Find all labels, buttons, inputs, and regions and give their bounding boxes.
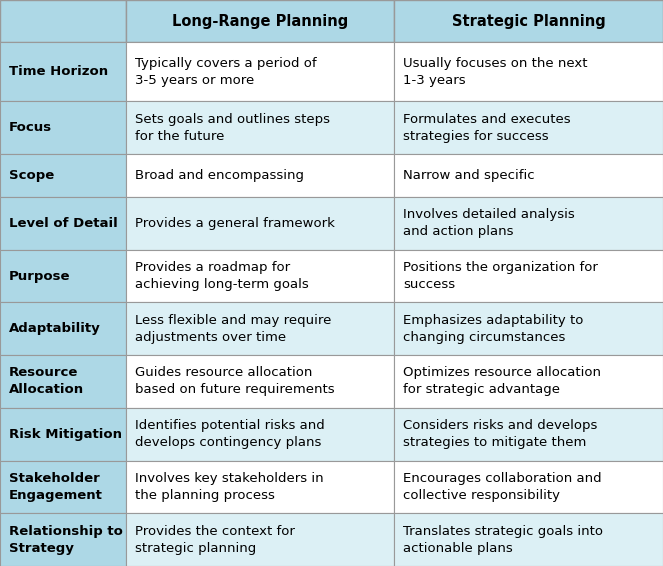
Bar: [0, 0, 126, 42]
Text: Resource
Allocation: Resource Allocation: [9, 367, 84, 397]
Text: Time Horizon: Time Horizon: [9, 65, 108, 78]
Text: Encourages collaboration and
collective responsibility: Encourages collaboration and collective …: [403, 472, 602, 502]
Text: Emphasizes adaptability to
changing circumstances: Emphasizes adaptability to changing circ…: [403, 314, 583, 344]
Text: Guides resource allocation
based on future requirements: Guides resource allocation based on futu…: [135, 367, 334, 397]
Text: Narrow and specific: Narrow and specific: [403, 169, 535, 182]
Text: Stakeholder
Engagement: Stakeholder Engagement: [9, 472, 103, 502]
Bar: [394, 302, 663, 355]
Bar: [126, 355, 394, 408]
Text: Adaptability: Adaptability: [9, 322, 100, 335]
Text: Long-Range Planning: Long-Range Planning: [172, 14, 348, 29]
Text: Typically covers a period of
3-5 years or more: Typically covers a period of 3-5 years o…: [135, 57, 316, 87]
Bar: [126, 154, 394, 197]
Bar: [0, 42, 126, 101]
Text: Identifies potential risks and
develops contingency plans: Identifies potential risks and develops …: [135, 419, 324, 449]
Text: Sets goals and outlines steps
for the future: Sets goals and outlines steps for the fu…: [135, 113, 330, 143]
Bar: [126, 42, 394, 101]
Bar: [394, 154, 663, 197]
Bar: [0, 197, 126, 250]
Bar: [126, 513, 394, 566]
Bar: [0, 250, 126, 302]
Text: Relationship to
Strategy: Relationship to Strategy: [9, 525, 123, 555]
Bar: [0, 461, 126, 513]
Text: Considers risks and develops
strategies to mitigate them: Considers risks and develops strategies …: [403, 419, 597, 449]
Text: Optimizes resource allocation
for strategic advantage: Optimizes resource allocation for strate…: [403, 367, 601, 397]
Bar: [394, 513, 663, 566]
Bar: [0, 302, 126, 355]
Text: Focus: Focus: [9, 121, 52, 134]
Bar: [0, 513, 126, 566]
Bar: [0, 408, 126, 461]
Bar: [394, 197, 663, 250]
Text: Involves key stakeholders in
the planning process: Involves key stakeholders in the plannin…: [135, 472, 324, 502]
Bar: [0, 355, 126, 408]
Bar: [126, 101, 394, 154]
Bar: [126, 302, 394, 355]
Text: Risk Mitigation: Risk Mitigation: [9, 428, 121, 441]
Text: Provides a general framework: Provides a general framework: [135, 217, 334, 230]
Text: Positions the organization for
success: Positions the organization for success: [403, 261, 598, 291]
Bar: [126, 0, 394, 42]
Bar: [126, 461, 394, 513]
Bar: [126, 197, 394, 250]
Bar: [394, 42, 663, 101]
Bar: [394, 0, 663, 42]
Bar: [394, 408, 663, 461]
Bar: [394, 250, 663, 302]
Text: Level of Detail: Level of Detail: [9, 217, 117, 230]
Text: Broad and encompassing: Broad and encompassing: [135, 169, 304, 182]
Bar: [394, 101, 663, 154]
Text: Formulates and executes
strategies for success: Formulates and executes strategies for s…: [403, 113, 571, 143]
Text: Translates strategic goals into
actionable plans: Translates strategic goals into actionab…: [403, 525, 603, 555]
Bar: [394, 355, 663, 408]
Text: Strategic Planning: Strategic Planning: [452, 14, 605, 29]
Bar: [126, 408, 394, 461]
Bar: [394, 461, 663, 513]
Bar: [126, 250, 394, 302]
Text: Provides the context for
strategic planning: Provides the context for strategic plann…: [135, 525, 294, 555]
Text: Provides a roadmap for
achieving long-term goals: Provides a roadmap for achieving long-te…: [135, 261, 308, 291]
Text: Usually focuses on the next
1-3 years: Usually focuses on the next 1-3 years: [403, 57, 587, 87]
Text: Less flexible and may require
adjustments over time: Less flexible and may require adjustment…: [135, 314, 331, 344]
Bar: [0, 101, 126, 154]
Text: Involves detailed analysis
and action plans: Involves detailed analysis and action pl…: [403, 208, 575, 238]
Text: Purpose: Purpose: [9, 269, 70, 282]
Bar: [0, 154, 126, 197]
Text: Scope: Scope: [9, 169, 54, 182]
